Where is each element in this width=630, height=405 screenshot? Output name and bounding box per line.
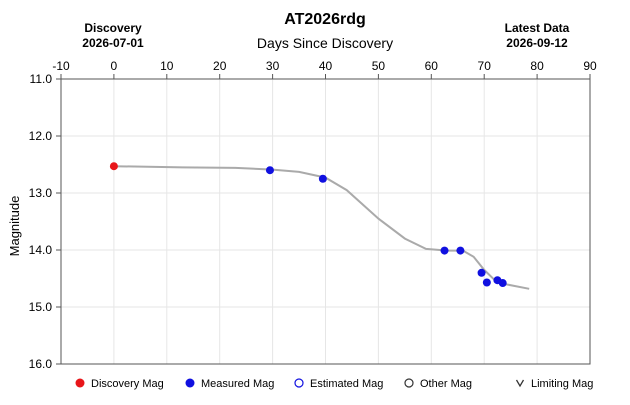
discovery-mag-point [109, 162, 118, 171]
legend-marker-discovery-mag [75, 378, 85, 388]
chart-title: AT2026rdg [284, 11, 366, 28]
y-tick-label: 16.0 [29, 357, 53, 371]
legend-label-estimated-mag: Estimated Mag [310, 378, 383, 390]
data-points [109, 162, 507, 288]
x-tick-label: 70 [478, 59, 492, 73]
measured-mag-point [477, 268, 486, 277]
x-tick-label: 30 [266, 59, 280, 73]
measured-mag-point [318, 174, 327, 183]
legend-marker-estimated-mag [294, 378, 304, 388]
y-tick-label: 15.0 [29, 300, 53, 314]
measured-mag-point [456, 246, 465, 255]
x-tick-label: -10 [52, 59, 70, 73]
legend-label-discovery-mag: Discovery Mag [91, 378, 164, 390]
y-tick-label: 12.0 [29, 129, 53, 143]
y-tick-label: 11.0 [30, 72, 53, 86]
x-tick-label: 0 [111, 59, 118, 73]
legend: Discovery Mag Measured Mag Estimated Mag Ot… [75, 378, 593, 390]
grid-lines [60, 78, 591, 365]
y-tick-label: 14.0 [29, 243, 53, 257]
legend-label-limiting-mag: Limiting Mag [531, 378, 593, 390]
x-tick-label: 40 [319, 59, 333, 73]
latest-data-header-label: Latest Data [505, 21, 570, 35]
y-axis-ticks: 11.0 12.0 13.0 14.0 15.0 16.0 [29, 72, 61, 371]
x-tick-label: 20 [213, 59, 227, 73]
discovery-header-label: Discovery [84, 21, 142, 35]
legend-marker-limiting-mag [515, 379, 525, 388]
x-axis-ticks: -10 0 10 20 30 40 50 60 70 80 90 [52, 59, 597, 79]
fitted-curve [113, 165, 530, 290]
measured-mag-point [482, 278, 491, 287]
x-tick-label: 90 [583, 59, 597, 73]
legend-marker-measured-mag [185, 378, 195, 388]
x-tick-label: 60 [425, 59, 439, 73]
y-axis-label: Magnitude [7, 196, 22, 257]
x-tick-label: 50 [372, 59, 386, 73]
measured-mag-point [265, 166, 274, 175]
legend-label-other-mag: Other Mag [420, 378, 472, 390]
latest-data-header-date: 2026-09-12 [506, 36, 568, 50]
x-axis-label: Days Since Discovery [257, 35, 393, 51]
legend-label-measured-mag: Measured Mag [201, 378, 274, 390]
discovery-header-date: 2026-07-01 [82, 36, 144, 50]
legend-marker-other-mag [404, 378, 414, 388]
x-tick-label: 80 [530, 59, 544, 73]
measured-mag-point [440, 246, 449, 255]
x-tick-label: 10 [160, 59, 174, 73]
measured-mag-point [498, 279, 507, 288]
y-tick-label: 13.0 [29, 186, 53, 200]
